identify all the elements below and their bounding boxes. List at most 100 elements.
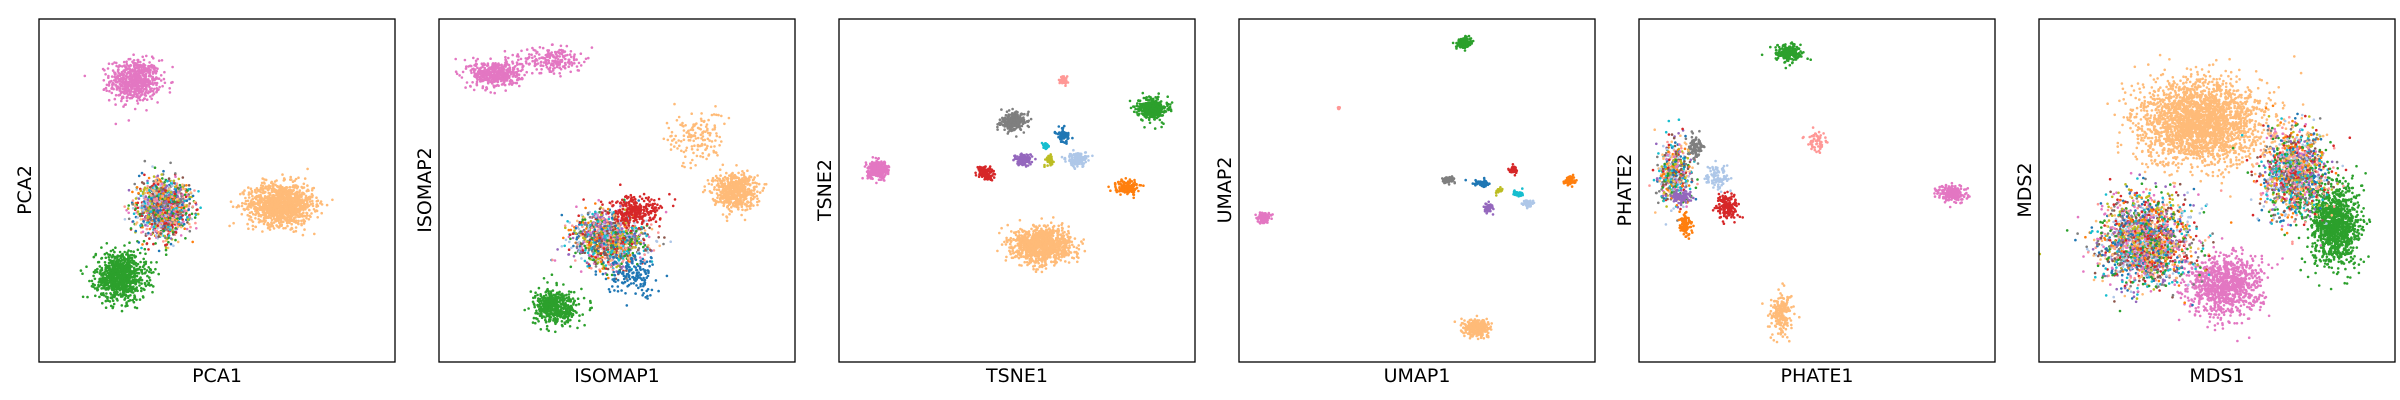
point-mixed-center — [190, 217, 193, 221]
point-mixed-center — [189, 191, 193, 194]
point-green — [111, 305, 115, 309]
point-green — [98, 272, 102, 275]
point-mixed-center — [185, 227, 189, 231]
point-mixed-center — [156, 221, 159, 224]
point-peach — [258, 194, 261, 198]
point-mixed-center — [194, 221, 197, 225]
point-peach — [718, 168, 722, 171]
point-mixed-center — [151, 193, 155, 196]
point-peach — [289, 190, 293, 194]
point-green — [108, 278, 112, 282]
point-mixed-center — [188, 202, 191, 205]
point-peach — [274, 219, 277, 222]
point-pink-streak — [520, 49, 523, 53]
point-peach — [270, 205, 273, 208]
point-peach — [316, 216, 320, 219]
point-mixed-center — [145, 242, 149, 245]
point-mixed-center — [185, 199, 189, 202]
point-mixed-center — [179, 234, 183, 237]
point-mixed-center — [141, 230, 145, 234]
point-green — [154, 267, 157, 271]
point-pink — [133, 75, 136, 79]
point-green — [121, 264, 125, 268]
point-green — [100, 256, 104, 260]
point-peach — [737, 208, 740, 211]
point-pink-band — [476, 66, 479, 70]
point-green — [140, 282, 143, 285]
point-pink-streak — [533, 60, 537, 63]
point-mixed-center — [178, 183, 182, 187]
point-green — [105, 242, 109, 245]
point-pink-band — [507, 63, 511, 67]
point-pink — [144, 88, 148, 91]
point-peach — [297, 209, 300, 212]
point-peach — [251, 194, 254, 198]
point-mixed-center — [143, 188, 146, 192]
point-green — [145, 269, 149, 272]
point-pink-band — [492, 62, 495, 65]
point-mixed-center — [152, 242, 155, 246]
point-pink — [136, 72, 140, 76]
point-pink-band — [454, 70, 458, 73]
point-peach — [735, 164, 738, 167]
point-peach — [282, 177, 286, 180]
point-peach — [303, 204, 307, 208]
point-pink — [128, 80, 132, 83]
point-pink — [83, 74, 87, 78]
point-pink — [124, 78, 128, 81]
point-mixed-center — [139, 194, 143, 198]
scatter-pca: PCA1 PCA2 — [14, 18, 396, 387]
point-peach — [248, 205, 252, 209]
point-green — [138, 298, 142, 301]
point-pink-band — [519, 57, 523, 61]
point-green — [93, 287, 97, 290]
point-pink — [144, 94, 148, 97]
point-pink-band — [469, 84, 472, 88]
point-pink-streak — [584, 57, 588, 61]
point-green — [140, 286, 143, 290]
point-mixed-center — [162, 169, 165, 173]
point-green — [106, 275, 110, 278]
point-peach — [262, 181, 266, 184]
point-mixed-center — [176, 225, 180, 229]
point-pink-streak — [526, 57, 530, 60]
point-green — [102, 292, 105, 295]
point-pink-band — [503, 83, 507, 87]
point-pink — [107, 98, 111, 102]
point-green — [141, 272, 144, 275]
point-peach — [293, 197, 297, 201]
point-peach — [237, 204, 240, 207]
point-pink-streak — [560, 59, 563, 62]
point-pink — [127, 84, 130, 87]
point-peach — [272, 217, 276, 220]
point-mixed-center — [139, 224, 142, 227]
point-pink — [117, 71, 120, 75]
point-green — [149, 261, 153, 264]
point-peach — [269, 216, 273, 220]
point-peach — [715, 200, 719, 203]
point-peach — [284, 192, 287, 195]
point-green — [148, 278, 152, 282]
point-green — [120, 267, 124, 270]
point-mixed-center — [147, 176, 151, 180]
point-mixed-center — [184, 212, 188, 215]
point-peach — [278, 190, 281, 193]
point-peach — [241, 201, 244, 205]
point-pink-streak — [570, 64, 574, 67]
point-peach — [302, 186, 306, 189]
panel-isomap: ISOMAP1 ISOMAP2 — [400, 0, 800, 400]
point-mixed-center — [186, 221, 189, 224]
point-peach — [306, 184, 309, 187]
point-pink — [126, 86, 130, 89]
point-peach — [273, 180, 277, 183]
point-peach — [722, 204, 725, 208]
point-mixed-center — [148, 237, 151, 240]
point-peach — [297, 219, 300, 223]
point-pink — [139, 94, 142, 98]
point-peach — [278, 196, 282, 200]
point-pink-band — [454, 57, 457, 61]
point-pink-band — [489, 57, 492, 60]
point-pink — [153, 81, 157, 85]
point-pink-band — [516, 63, 519, 66]
point-green — [101, 276, 105, 279]
